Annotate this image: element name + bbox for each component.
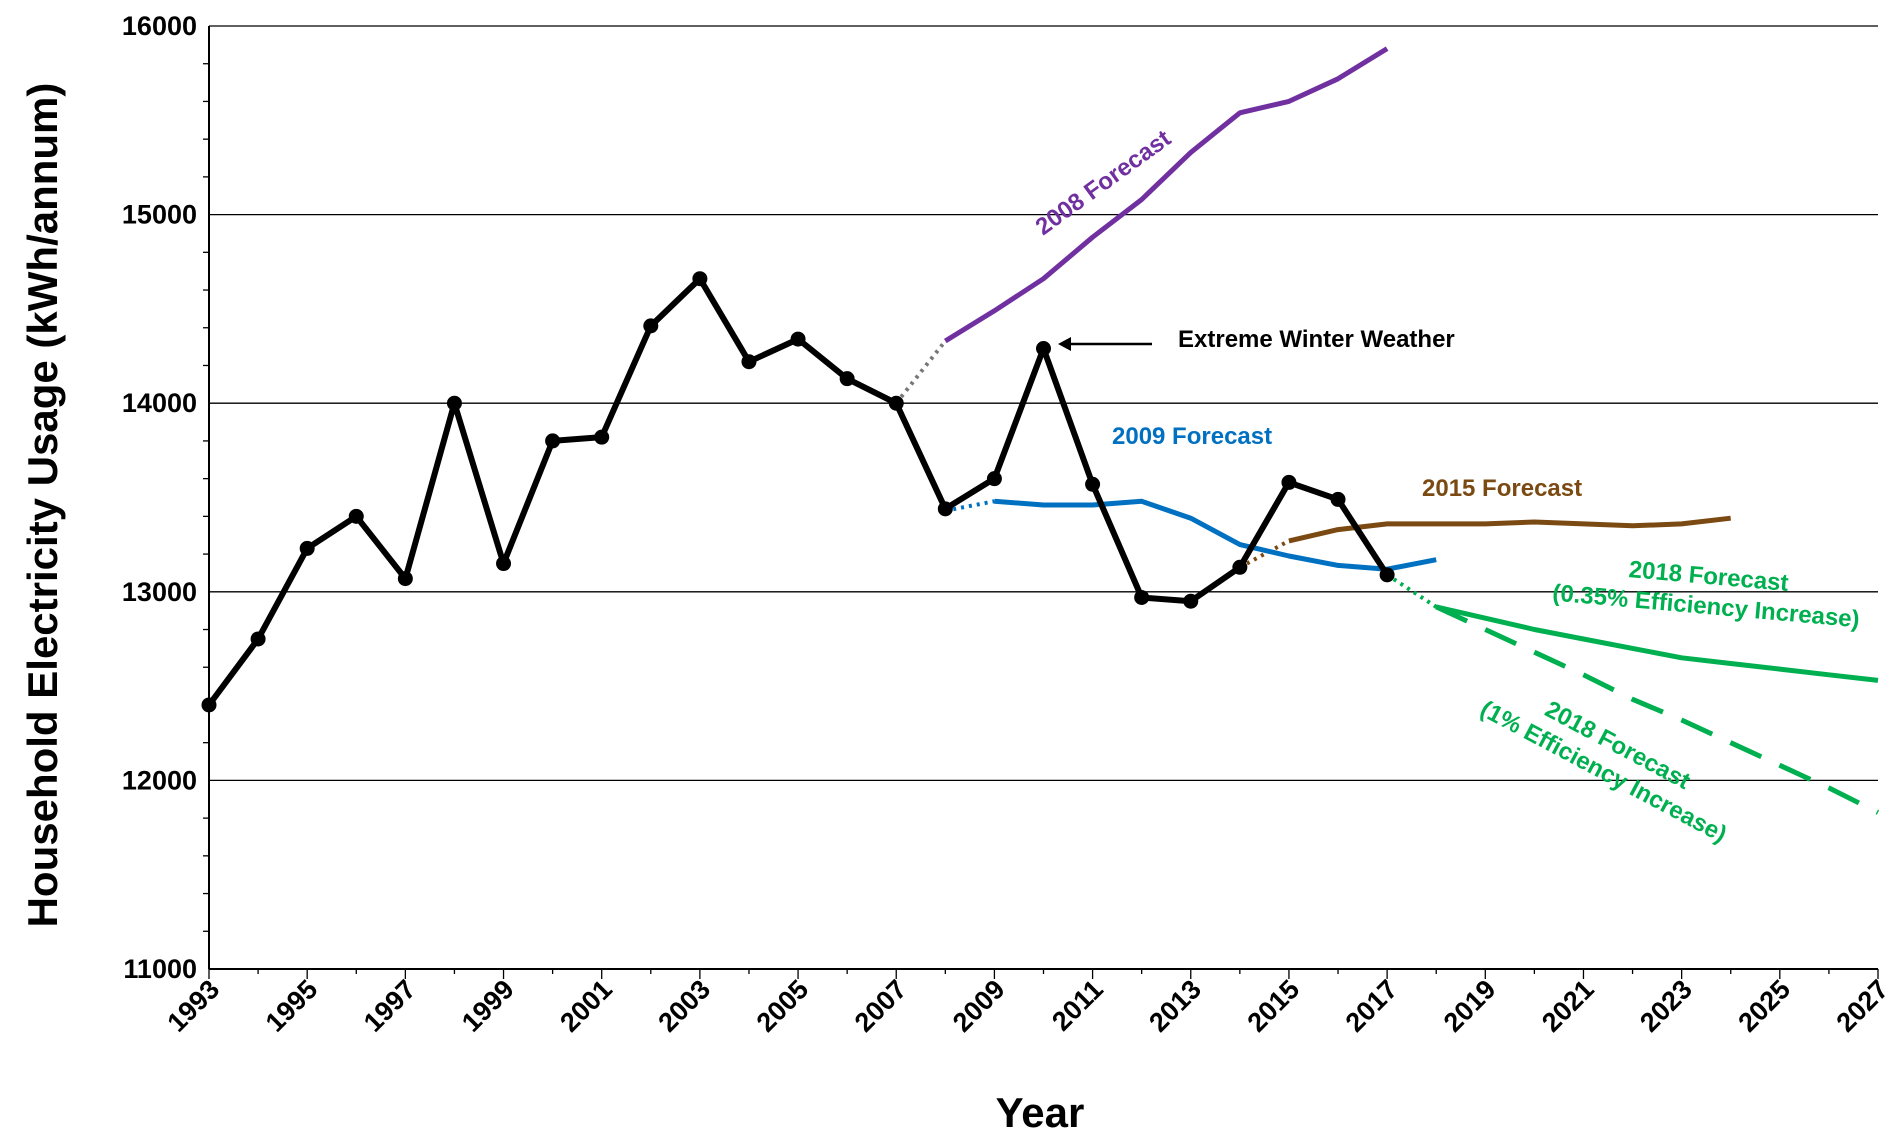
x-tick-label: 2013 xyxy=(1143,974,1207,1038)
data-point-2006 xyxy=(839,371,855,387)
data-point-2005 xyxy=(790,331,806,347)
x-axis-title: Year xyxy=(996,1089,1085,1133)
y-tick-label: 15000 xyxy=(122,200,197,230)
x-tick-label: 2023 xyxy=(1634,974,1698,1038)
data-point-2012 xyxy=(1134,589,1150,605)
connector-line-3 xyxy=(1386,573,1438,609)
x-tick-label: 2025 xyxy=(1732,974,1796,1038)
data-point-2000 xyxy=(545,433,561,449)
x-tick-label: 1999 xyxy=(456,974,520,1038)
y-axis-title: Household Electricity Usage (kWh/annum) xyxy=(19,83,66,928)
data-point-2004 xyxy=(741,354,757,370)
x-tick-label: 1997 xyxy=(358,974,422,1038)
data-point-2008 xyxy=(937,501,953,517)
x-tick-label: 2011 xyxy=(1046,974,1109,1037)
connector-line-1 xyxy=(944,499,995,513)
annotation-2015-forecast: 2015 Forecast xyxy=(1422,475,1582,502)
series-line-2018a xyxy=(1435,604,1879,683)
series-line-2018b xyxy=(1435,604,1880,815)
data-point-2010 xyxy=(1036,341,1051,357)
data-point-1997 xyxy=(397,571,413,587)
data-point-1995 xyxy=(299,540,315,556)
data-point-2016 xyxy=(1330,491,1346,507)
x-tick-label: 1995 xyxy=(260,974,324,1038)
annotations: 2008 Forecast Extreme Winter Weather 200… xyxy=(1031,125,1861,848)
data-point-2009 xyxy=(986,471,1002,487)
x-tick-label: 2015 xyxy=(1241,974,1305,1038)
connector-line-0 xyxy=(894,339,947,405)
x-tick-label: 2003 xyxy=(652,974,716,1038)
data-point-1999 xyxy=(496,556,512,572)
data-point-2017 xyxy=(1379,567,1395,583)
x-tick-label: 2001 xyxy=(554,974,618,1038)
data-point-2014 xyxy=(1232,559,1248,575)
connector-line-2 xyxy=(1238,539,1290,570)
y-tick-label: 13000 xyxy=(122,577,197,607)
x-tick-label: 2027 xyxy=(1831,974,1886,1038)
data-point-2003 xyxy=(692,271,708,287)
y-ticks: 11000 12000 13000 14000 15000 16000 xyxy=(122,11,209,984)
series xyxy=(201,46,1880,815)
series-line-2015 xyxy=(1288,515,1731,544)
data-point-2011 xyxy=(1085,476,1101,492)
data-point-2001 xyxy=(594,429,610,445)
y-tick-label: 16000 xyxy=(122,11,197,41)
x-tick-label: 2005 xyxy=(751,974,815,1038)
data-point-2015 xyxy=(1281,474,1297,490)
annotation-2008-forecast: 2008 Forecast xyxy=(1031,125,1176,241)
gridlines xyxy=(209,25,1878,782)
data-point-2013 xyxy=(1183,593,1199,609)
x-tick-label: 2019 xyxy=(1438,974,1502,1038)
annotation-2009-forecast: 2009 Forecast xyxy=(1112,423,1272,450)
annotation-arrow-head xyxy=(1058,337,1071,351)
series-line-2008 xyxy=(943,46,1389,344)
x-ticks: 1993 1995 1997 1999 2001 2003 2005 2007 2009 2011… xyxy=(162,969,1886,1038)
annotation-extreme-winter-weather: Extreme Winter Weather xyxy=(1178,326,1455,353)
y-tick-label: 14000 xyxy=(122,388,197,418)
x-tick-label: 2021 xyxy=(1536,974,1600,1038)
x-tick-label: 2009 xyxy=(947,974,1011,1038)
data-point-2002 xyxy=(643,318,659,334)
x-tick-label: 2007 xyxy=(849,974,913,1038)
y-tick-label: 11000 xyxy=(123,954,197,984)
data-point-1993 xyxy=(201,697,217,713)
data-point-1996 xyxy=(348,508,364,524)
y-tick-label: 12000 xyxy=(122,765,197,795)
data-point-1998 xyxy=(446,395,462,411)
x-tick-label: 2017 xyxy=(1340,974,1404,1038)
data-point-1994 xyxy=(250,631,266,647)
axes xyxy=(208,26,1878,970)
data-point-2007 xyxy=(888,395,904,411)
series-line-2009 xyxy=(994,498,1437,572)
